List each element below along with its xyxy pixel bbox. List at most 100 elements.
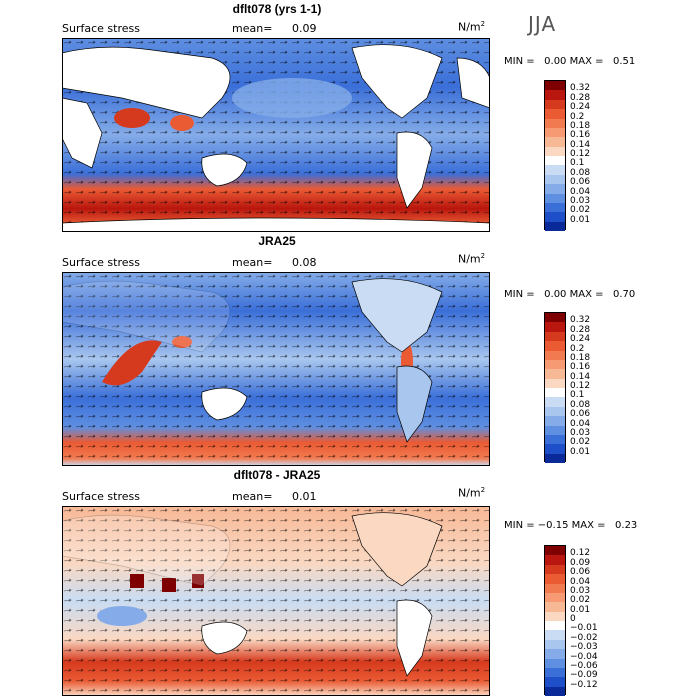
colorbar-swatch — [545, 406, 565, 417]
colorbar-tick-label: 0.28 — [570, 324, 591, 335]
colorbar-swatch — [545, 313, 565, 323]
colorbar-swatch — [545, 109, 565, 119]
colorbar-tick-label: 0.2 — [570, 111, 585, 122]
colorbar-swatch — [545, 602, 565, 612]
mean-value: 0.01 — [292, 490, 317, 503]
colorbar-swatch — [545, 90, 565, 100]
colorbar-tick-label: 0.1 — [570, 158, 585, 169]
colorbar-tick-label: −0.09 — [570, 670, 598, 681]
min-max-label: MIN = 0.00 MAX = 0.51 — [504, 56, 636, 67]
colorbar-tick-label: 0.16 — [570, 362, 591, 373]
colorbar-swatch — [545, 165, 565, 175]
colorbar-tick-label: 0.18 — [570, 352, 591, 363]
colorbar-tick-label: 0.03 — [570, 427, 591, 438]
stress-map — [62, 506, 490, 696]
colorbar-tick-label: 0.32 — [570, 315, 591, 326]
colorbar-swatch — [545, 583, 565, 593]
colorbar-swatch — [545, 322, 565, 332]
panel-title: JRA25 — [258, 234, 296, 248]
min-max-label: MIN = −0.15 MAX = 0.23 — [504, 520, 638, 531]
colorbar-tick-label: 0.09 — [570, 557, 591, 568]
panel-title: dflt078 (yrs 1-1) — [232, 2, 322, 16]
colorbar-tick-label: 0 — [570, 614, 576, 624]
colorbar-swatch — [545, 127, 565, 138]
colorbar-swatch — [545, 388, 565, 398]
colorbar-tick-label: 0.04 — [570, 186, 591, 197]
colorbar-swatch — [545, 202, 565, 213]
colorbar-tick-label: 0.18 — [570, 120, 591, 131]
colorbar-tick-label: 0.1 — [570, 390, 585, 401]
mean-label: mean= — [232, 256, 273, 269]
colorbar-tick-label: 0.24 — [570, 334, 591, 345]
colorbar-tick-label: 0.32 — [570, 83, 591, 94]
colorbar-tick-label: −0.06 — [570, 660, 598, 671]
colorbar-swatch — [545, 350, 565, 360]
colorbar-tick-label: −0.04 — [570, 651, 598, 662]
colorbar-swatch — [545, 686, 565, 696]
colorbar-swatch — [545, 630, 565, 640]
units-label: N/m2 — [458, 252, 486, 266]
colorbar-tick-label: 0.01 — [570, 604, 591, 615]
colorbar-swatch — [545, 444, 565, 454]
colorbar-swatch — [545, 81, 565, 91]
units-label: N/m2 — [458, 486, 486, 500]
colorbar-tick-label: 0.06 — [570, 567, 591, 578]
mean-value: 0.08 — [292, 256, 317, 269]
variable-label: Surface stress — [62, 22, 140, 35]
colorbar-swatch — [545, 193, 565, 203]
colorbar-swatch — [545, 574, 565, 584]
colorbar-tick-label: 0.01 — [570, 446, 591, 457]
colorbar-swatch — [545, 611, 565, 621]
colorbar-swatch — [545, 331, 565, 342]
colorbar — [544, 545, 566, 696]
colorbar-swatch — [545, 658, 565, 668]
colorbar — [544, 312, 566, 463]
colorbar-tick-label: 0.12 — [570, 548, 591, 559]
colorbar-tick-label: 0.01 — [570, 214, 591, 225]
colorbar-swatch — [545, 639, 565, 650]
colorbar-tick-label: 0.02 — [570, 437, 591, 448]
colorbar-swatch — [545, 453, 565, 463]
colorbar-swatch — [545, 369, 565, 379]
colorbar-tick-label: 0.08 — [570, 399, 591, 410]
colorbar-swatch — [545, 99, 565, 110]
colorbar-tick-label: 0.28 — [570, 92, 591, 103]
colorbar-tick-label: 0.24 — [570, 102, 591, 113]
colorbar-swatch — [545, 546, 565, 556]
colorbar-tick-label: 0.2 — [570, 343, 585, 354]
colorbar-swatch — [545, 555, 565, 565]
colorbar-tick-label: 0.06 — [570, 409, 591, 420]
colorbar-tick-label: 0.16 — [570, 130, 591, 141]
colorbar-swatch — [545, 667, 565, 678]
colorbar-swatch — [545, 425, 565, 435]
colorbar-tick-label: 0.12 — [570, 381, 591, 391]
season-label: JJA — [528, 12, 557, 36]
colorbar-tick-label: 0.12 — [570, 149, 591, 159]
min-max-label: MIN = 0.00 MAX = 0.70 — [504, 289, 636, 300]
mean-label: mean= — [232, 490, 273, 503]
colorbar-swatch — [545, 592, 565, 603]
colorbar-tick-label: 0.08 — [570, 167, 591, 178]
units-label: N/m2 — [458, 20, 486, 34]
colorbar-tick-label: 0.02 — [570, 205, 591, 216]
colorbar-swatch — [545, 359, 565, 370]
colorbar-tick-label: 0.03 — [570, 585, 591, 596]
colorbar-swatch — [545, 184, 565, 194]
colorbar-tick-label: −0.12 — [570, 679, 598, 690]
colorbar-tick-label: −0.02 — [570, 632, 598, 643]
colorbar-tick-label: 0.04 — [570, 576, 591, 587]
stress-map — [62, 38, 490, 232]
colorbar-tick-label: −0.01 — [570, 623, 598, 634]
variable-label: Surface stress — [62, 490, 140, 503]
colorbar-swatch — [545, 621, 565, 631]
mean-value: 0.09 — [292, 22, 317, 35]
colorbar-swatch — [545, 378, 565, 388]
colorbar — [544, 80, 566, 231]
colorbar-tick-label: 0.04 — [570, 418, 591, 429]
colorbar-swatch — [545, 416, 565, 426]
colorbar-swatch — [545, 649, 565, 659]
colorbar-tick-label: 0.02 — [570, 595, 591, 606]
colorbar-tick-label: 0.14 — [570, 139, 591, 150]
stress-map — [62, 272, 490, 466]
variable-label: Surface stress — [62, 256, 140, 269]
